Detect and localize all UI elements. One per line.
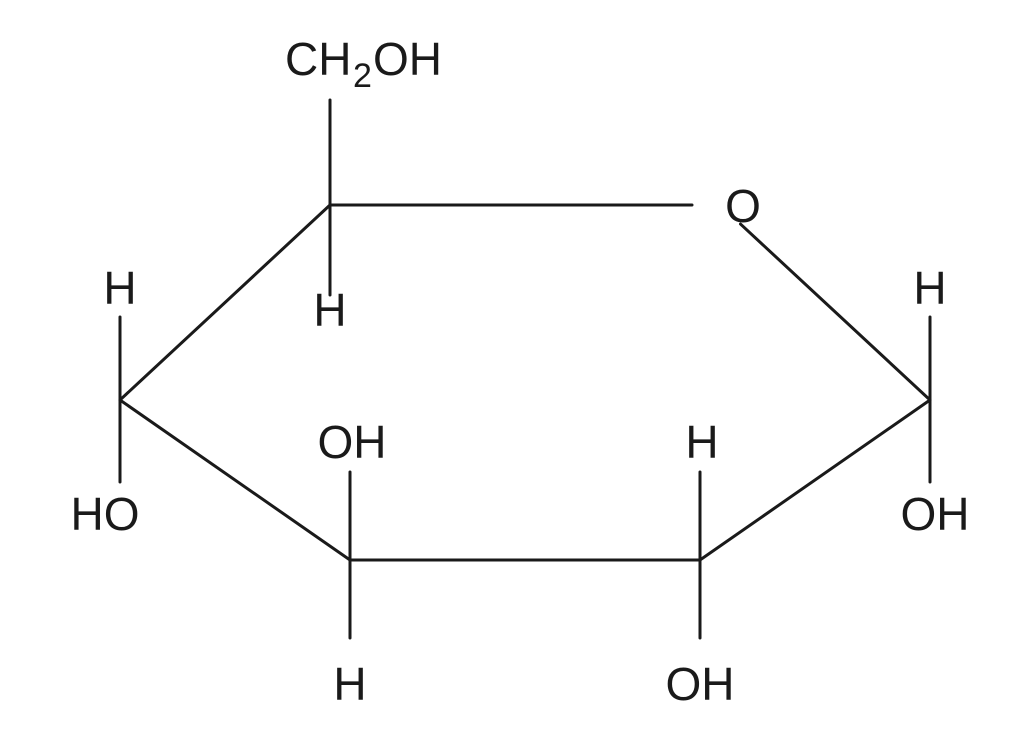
bonds-layer xyxy=(120,100,930,638)
label-C1_OH: OH xyxy=(901,488,970,540)
label-C2_OH: OH xyxy=(666,658,735,710)
label-C2_H: H xyxy=(685,416,718,468)
label-ring_O: O xyxy=(725,180,761,232)
label-CH2OH_2: 2 xyxy=(353,57,372,95)
label-CH2OH_C: CH xyxy=(285,33,351,85)
label-C3_OH: OH xyxy=(318,416,387,468)
label-C4_H: H xyxy=(103,262,136,314)
labels-layer: OCH2OHHHHOOHHHOHHOH xyxy=(71,33,970,710)
label-C3_H: H xyxy=(333,658,366,710)
label-C5_H: H xyxy=(313,284,346,336)
ring-bond-C1-C2 xyxy=(700,400,930,560)
ring-bond-O-C1 xyxy=(741,224,930,400)
label-C1_H: H xyxy=(913,262,946,314)
label-CH2OH_OH: OH xyxy=(373,33,442,85)
glucose-structure-diagram: OCH2OHHHHOOHHHOHHOH xyxy=(0,0,1024,736)
ring-bond-C4-C5 xyxy=(120,205,330,400)
ring-bond-C3-C4 xyxy=(120,400,350,560)
label-C4_HO: HO xyxy=(71,488,140,540)
